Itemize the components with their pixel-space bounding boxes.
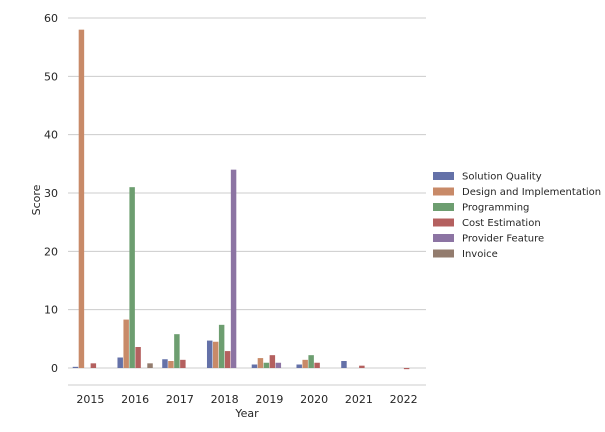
bar bbox=[359, 365, 365, 368]
y-tick-label: 30 bbox=[44, 187, 58, 200]
x-tick-label: 2017 bbox=[166, 393, 194, 406]
bar bbox=[224, 351, 231, 368]
bar bbox=[168, 361, 174, 368]
x-tick-label: 2022 bbox=[390, 393, 418, 406]
bar bbox=[90, 363, 97, 368]
bar bbox=[78, 29, 85, 369]
bar bbox=[302, 359, 308, 368]
bar bbox=[206, 340, 213, 368]
gridlines bbox=[68, 17, 426, 369]
y-tick-label: 50 bbox=[44, 70, 58, 83]
bar bbox=[275, 362, 282, 368]
bar bbox=[147, 363, 153, 368]
x-tick-label: 2021 bbox=[345, 393, 373, 406]
legend-swatch bbox=[433, 218, 454, 227]
legend-swatch bbox=[433, 234, 454, 242]
bar bbox=[117, 357, 123, 368]
legend-swatch bbox=[433, 187, 454, 196]
legend-label: Invoice bbox=[462, 249, 498, 260]
x-axis-label: Year bbox=[234, 407, 259, 420]
bar bbox=[251, 364, 258, 368]
legend-label: Cost Estimation bbox=[462, 218, 541, 229]
y-tick-label: 20 bbox=[44, 245, 58, 258]
bar bbox=[296, 364, 302, 368]
y-tick-label: 10 bbox=[44, 304, 58, 317]
y-axis-label: Score bbox=[30, 184, 43, 215]
x-tick-label: 2020 bbox=[300, 393, 328, 406]
legend-swatch bbox=[433, 172, 454, 180]
x-tick-label: 2019 bbox=[255, 393, 283, 406]
bar bbox=[269, 355, 276, 368]
bar bbox=[174, 334, 180, 368]
legend-label: Solution Quality bbox=[462, 172, 542, 183]
legend: Solution Quality Design and Implementatio… bbox=[433, 172, 601, 260]
x-tick-label: 2016 bbox=[121, 393, 149, 406]
bar bbox=[129, 187, 135, 368]
bar bbox=[135, 347, 141, 368]
x-tick-label: 2015 bbox=[76, 393, 104, 406]
y-tick-label: 40 bbox=[44, 129, 58, 142]
legend-swatch bbox=[433, 249, 454, 258]
y-axis-ticks: 0 10 20 30 40 50 60 bbox=[44, 12, 58, 375]
y-tick-label: 0 bbox=[51, 362, 58, 375]
bars bbox=[72, 29, 410, 370]
bar bbox=[341, 361, 347, 368]
bar bbox=[180, 359, 186, 368]
y-tick-label: 60 bbox=[44, 12, 58, 25]
bar bbox=[403, 368, 410, 370]
x-tick-label: 2018 bbox=[211, 393, 239, 406]
bar bbox=[308, 355, 314, 368]
bar bbox=[123, 319, 129, 368]
bar bbox=[212, 341, 219, 368]
legend-label: Design and Implementation bbox=[462, 187, 601, 198]
legend-swatch bbox=[433, 203, 454, 211]
bar bbox=[257, 358, 264, 368]
x-axis-ticks: 2015 2016 2017 2018 2019 2020 2021 2022 bbox=[76, 393, 417, 406]
legend-label: Programming bbox=[462, 203, 529, 214]
legend-label: Provider Feature bbox=[462, 234, 544, 245]
bar bbox=[72, 366, 79, 368]
bar bbox=[218, 324, 225, 368]
bar bbox=[230, 169, 237, 368]
bar bbox=[263, 362, 270, 368]
bar bbox=[162, 359, 168, 368]
bar bbox=[314, 362, 320, 368]
